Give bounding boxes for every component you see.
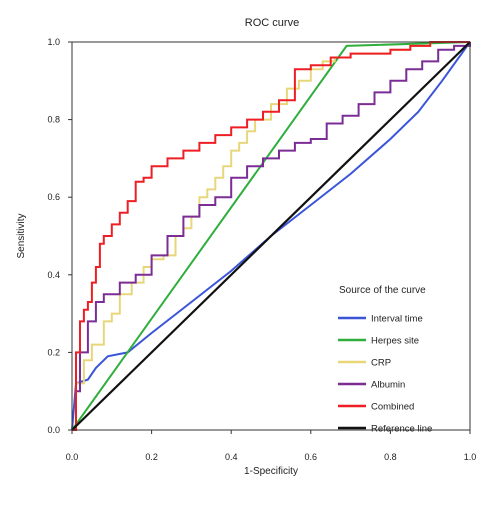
legend-label-3: Albumin <box>371 380 405 391</box>
legend: Source of the curve Interval time Herpes … <box>338 285 432 435</box>
plot-frame <box>71 41 471 431</box>
legend-label-4: Combined <box>371 402 414 413</box>
legend-label-5: Reference line <box>371 424 432 435</box>
y-tick-label-3: 0.6 <box>47 192 60 202</box>
y-axis-title: Sensitivity <box>16 213 27 258</box>
x-tick-label-0: 0.0 <box>66 452 79 462</box>
tick-layer: 0.0 0.2 0.4 0.6 0.8 1.0 0.0 0.2 0.4 0.6 0.8 1.0 <box>47 37 476 462</box>
series-layer <box>71 41 471 431</box>
x-tick-label-1: 0.2 <box>145 452 158 462</box>
y-tick-label-1: 0.2 <box>47 347 60 357</box>
x-axis-title: 1-Specificity <box>244 466 298 477</box>
series-line-3 <box>72 42 471 431</box>
series-line-5 <box>71 41 471 431</box>
x-tick-label-5: 1.0 <box>464 452 477 462</box>
legend-label-1: Herpes site <box>371 336 419 347</box>
y-tick-label-0: 0.0 <box>47 425 60 435</box>
chart-title: ROC curve <box>245 17 299 29</box>
series-line-0 <box>71 41 471 431</box>
x-tick-label-3: 0.6 <box>305 452 318 462</box>
legend-title: Source of the curve <box>339 285 426 296</box>
series-line-1 <box>71 41 471 431</box>
series-line-4 <box>72 41 470 431</box>
y-tick-label-4: 0.8 <box>47 115 60 125</box>
y-tick-label-2: 0.4 <box>47 270 60 280</box>
x-tick-label-4: 0.8 <box>384 452 397 462</box>
legend-label-0: Interval time <box>371 314 423 325</box>
y-tick-label-5: 1.0 <box>47 37 60 47</box>
x-tick-label-2: 0.4 <box>225 452 238 462</box>
legend-label-2: CRP <box>371 358 391 369</box>
